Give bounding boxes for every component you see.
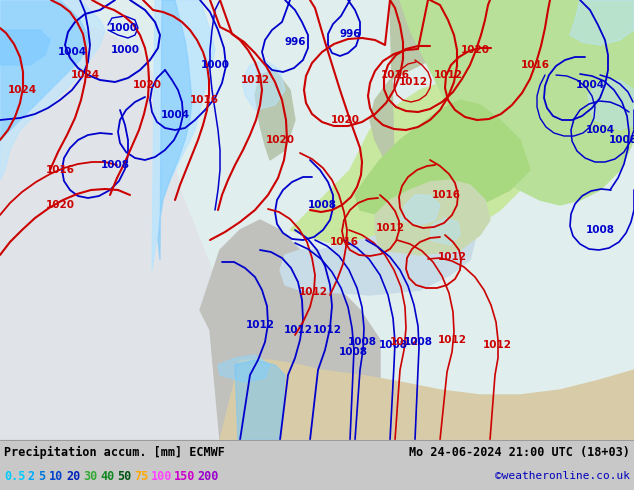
Text: 1012: 1012 — [399, 77, 427, 87]
Polygon shape — [218, 355, 270, 382]
Text: 1000: 1000 — [108, 23, 138, 33]
Polygon shape — [0, 0, 90, 140]
Polygon shape — [400, 195, 440, 225]
Polygon shape — [570, 0, 634, 45]
Text: 1024: 1024 — [70, 70, 100, 80]
Polygon shape — [400, 0, 634, 205]
Text: 1012: 1012 — [283, 325, 313, 335]
Text: 1016: 1016 — [432, 190, 460, 200]
Polygon shape — [200, 220, 380, 440]
Text: 1008: 1008 — [586, 225, 614, 235]
Polygon shape — [588, 80, 634, 130]
Polygon shape — [375, 180, 490, 255]
Text: 1020: 1020 — [133, 80, 162, 90]
Text: 1008: 1008 — [609, 135, 634, 145]
Polygon shape — [0, 0, 100, 70]
Text: 1016: 1016 — [190, 95, 219, 105]
Bar — [0, 0, 634, 440]
Text: 1000: 1000 — [110, 45, 139, 55]
Text: 996: 996 — [284, 37, 306, 47]
Text: ©weatheronline.co.uk: ©weatheronline.co.uk — [495, 471, 630, 481]
Text: 0.5: 0.5 — [4, 469, 25, 483]
Polygon shape — [235, 360, 285, 440]
Text: 20: 20 — [66, 469, 81, 483]
Text: 1008: 1008 — [101, 160, 129, 170]
Polygon shape — [220, 360, 634, 440]
Text: 1004: 1004 — [585, 125, 614, 135]
Text: 1008: 1008 — [403, 337, 432, 347]
Polygon shape — [430, 218, 460, 245]
Polygon shape — [370, 0, 570, 200]
Polygon shape — [0, 0, 90, 140]
Text: 1012: 1012 — [313, 325, 342, 335]
Text: 1008: 1008 — [339, 347, 368, 357]
Text: 1016: 1016 — [46, 165, 75, 175]
Polygon shape — [242, 60, 285, 110]
Text: 1004: 1004 — [58, 47, 87, 57]
Text: 30: 30 — [83, 469, 97, 483]
Text: 1024: 1024 — [8, 85, 37, 95]
Text: 1012: 1012 — [375, 223, 404, 233]
Polygon shape — [0, 30, 50, 65]
Text: 1012: 1012 — [299, 287, 328, 297]
Polygon shape — [355, 100, 530, 220]
Text: 2: 2 — [27, 469, 34, 483]
Text: 1012: 1012 — [434, 70, 462, 80]
Text: 200: 200 — [197, 469, 218, 483]
Polygon shape — [152, 0, 215, 270]
Polygon shape — [0, 0, 240, 440]
Text: Precipitation accum. [mm] ECMWF: Precipitation accum. [mm] ECMWF — [4, 445, 225, 459]
Polygon shape — [290, 80, 530, 250]
Text: 1008: 1008 — [347, 337, 377, 347]
Text: 40: 40 — [100, 469, 114, 483]
Text: 1012: 1012 — [437, 252, 467, 262]
Polygon shape — [255, 70, 295, 160]
Text: 50: 50 — [117, 469, 131, 483]
Text: 1012: 1012 — [389, 337, 418, 347]
Text: 75: 75 — [134, 469, 148, 483]
Text: 10: 10 — [49, 469, 63, 483]
Text: 150: 150 — [174, 469, 195, 483]
Bar — [0, 440, 634, 490]
Text: 1012: 1012 — [245, 320, 275, 330]
Text: 1020: 1020 — [266, 135, 295, 145]
Text: 1012: 1012 — [437, 335, 467, 345]
Text: 1020: 1020 — [46, 200, 75, 210]
Text: 1008: 1008 — [307, 200, 337, 210]
Text: 1020: 1020 — [460, 45, 489, 55]
Text: 1016: 1016 — [380, 70, 410, 80]
Text: Mo 24-06-2024 21:00 UTC (18+03): Mo 24-06-2024 21:00 UTC (18+03) — [409, 445, 630, 459]
Polygon shape — [280, 220, 475, 295]
Text: 996: 996 — [339, 29, 361, 39]
Polygon shape — [0, 0, 105, 180]
Text: 1008: 1008 — [378, 340, 408, 350]
Text: 1016: 1016 — [330, 237, 358, 247]
Text: 1016: 1016 — [521, 60, 550, 70]
Text: 1000: 1000 — [200, 60, 230, 70]
Text: 1012: 1012 — [482, 340, 512, 350]
Text: 1004: 1004 — [576, 80, 605, 90]
Polygon shape — [158, 0, 192, 260]
Text: 100: 100 — [151, 469, 172, 483]
Text: 1012: 1012 — [240, 75, 269, 85]
Text: 1004: 1004 — [160, 110, 190, 120]
Text: 5: 5 — [38, 469, 45, 483]
Text: 1020: 1020 — [330, 115, 359, 125]
